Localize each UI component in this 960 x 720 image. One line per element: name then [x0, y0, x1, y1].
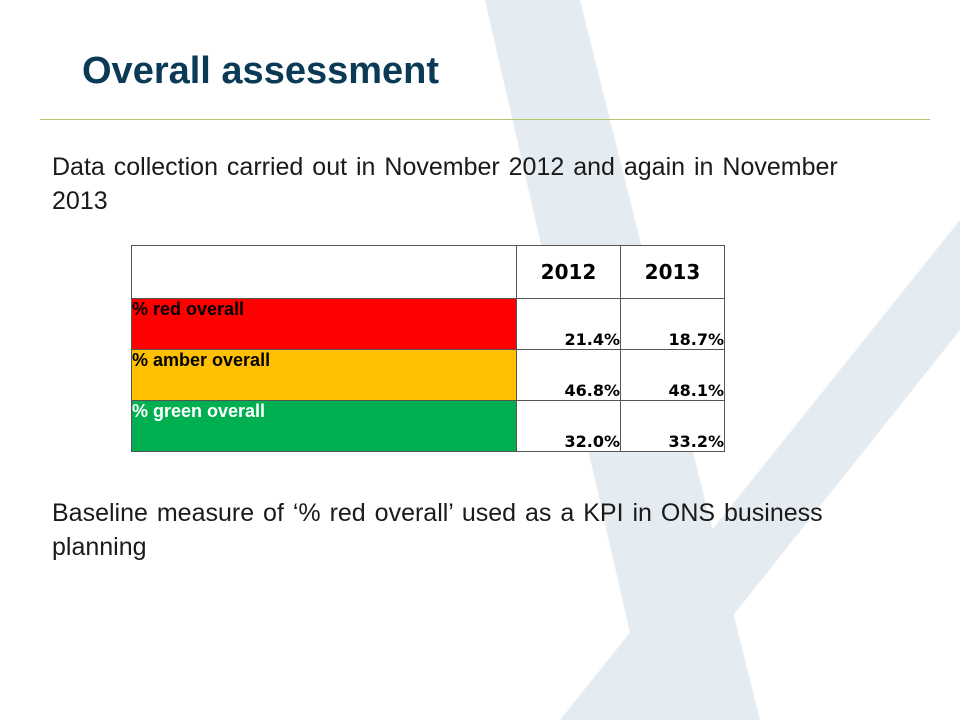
table-header-row: 2012 2013 — [131, 245, 725, 299]
intro-text: Data collection carried out in November … — [52, 153, 838, 215]
year-header-2013: 2013 — [620, 245, 725, 299]
value-amber-2013: 48.1% — [620, 349, 725, 401]
year-header-2012: 2012 — [516, 245, 621, 299]
title-divider — [40, 119, 930, 120]
value-amber-2012: 46.8% — [516, 349, 621, 401]
row-label-red: % red overall — [131, 298, 517, 350]
table-row-amber: % amber overall 46.8% 48.1% — [131, 349, 725, 401]
row-label-amber: % amber overall — [131, 349, 517, 401]
kpi-note: Baseline measure of ‘% red overall’ used… — [52, 499, 823, 561]
table-row-green: % green overall 32.0% 33.2% — [131, 400, 725, 452]
page-title: Overall assessment — [82, 50, 440, 92]
value-red-2012: 21.4% — [516, 298, 621, 350]
value-green-2013: 33.2% — [620, 400, 725, 452]
value-green-2012: 32.0% — [516, 400, 621, 452]
row-label-green: % green overall — [131, 400, 517, 452]
table-row-red: % red overall 21.4% 18.7% — [131, 298, 725, 350]
table-corner-cell — [131, 245, 517, 299]
assessment-table: 2012 2013 % red overall 21.4% 18.7% % am… — [131, 245, 725, 452]
value-red-2013: 18.7% — [620, 298, 725, 350]
